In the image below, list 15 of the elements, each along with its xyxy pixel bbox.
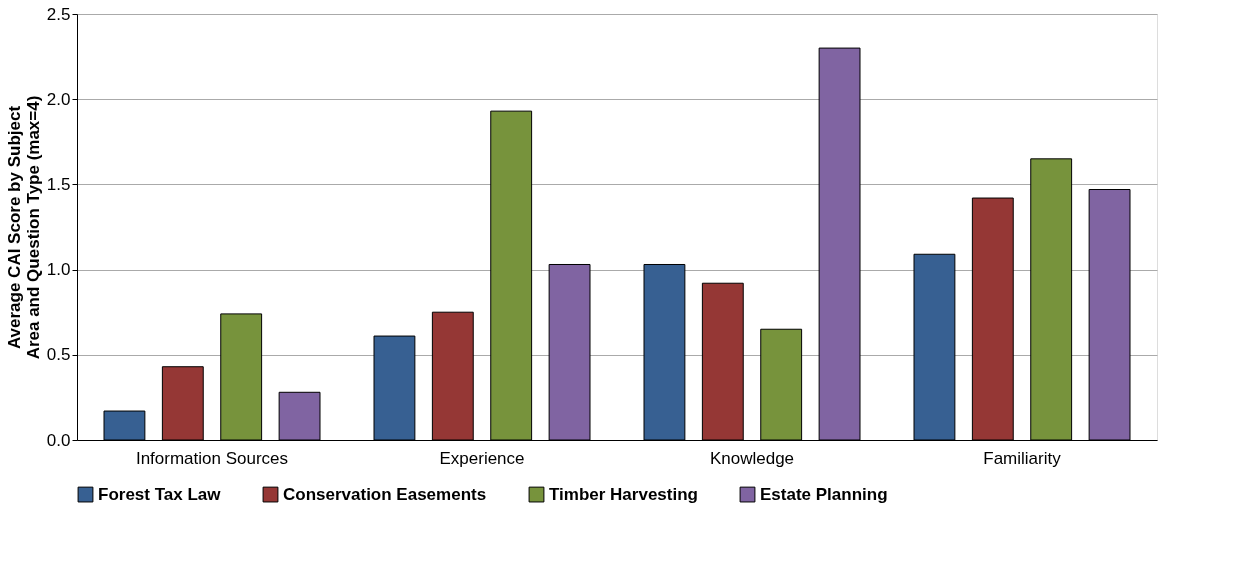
y-tick-label: 1.5 xyxy=(46,174,71,194)
x-tick-label: Knowledge xyxy=(709,448,795,468)
y-tick-label: 2.5 xyxy=(46,4,71,24)
legend-label: Forest Tax Law xyxy=(98,484,222,504)
x-tick-label: Familiarity xyxy=(983,448,1062,468)
x-tick-label: Experience xyxy=(439,448,525,468)
y-tick-label: 0.0 xyxy=(46,430,71,450)
y-tick-label: 0.5 xyxy=(46,345,71,365)
legend-label: Conservation Easements xyxy=(283,484,487,504)
y-tick-label: 1.0 xyxy=(46,260,71,280)
legend-label: Timber Harvesting xyxy=(549,484,698,504)
x-tick-label: Information Sources xyxy=(135,448,289,468)
y-tick-label: 2.0 xyxy=(46,89,71,109)
y-axis-title: Average CAI Score by Subject Area and Question Type (max=4) xyxy=(4,95,43,360)
legend-label: Estate Planning xyxy=(760,484,888,504)
